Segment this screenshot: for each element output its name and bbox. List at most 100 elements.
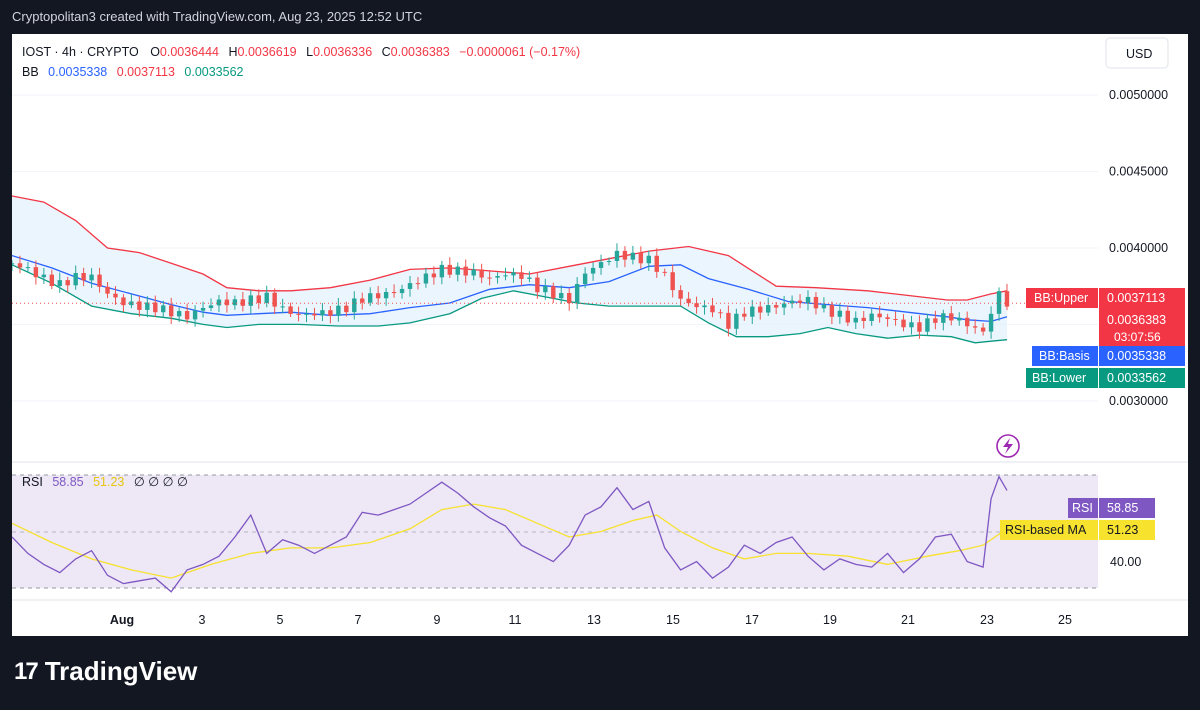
candle-body [137,301,142,310]
chart-panel: 0.0050000 0.0045000 0.0040000 0.0030000 IOS… [9,34,1188,636]
candle-body [184,311,190,320]
candle-body [559,293,564,299]
candle-body [702,305,707,308]
candle-body [646,255,651,264]
candle-body [161,305,166,313]
candle-body [781,303,787,308]
candle-body [957,317,962,321]
candle-body [264,292,269,303]
candle-body [495,276,500,278]
candle-body [750,306,755,317]
candle-body [622,250,628,260]
candle-body [567,293,572,304]
candle-body [726,312,731,329]
candle-body [606,261,612,263]
candle-body [797,300,803,303]
time-tick-label: 11 [509,613,522,627]
bb-legend[interactable]: BB 0.0035338 0.0037113 0.0033562 [22,65,244,79]
candle-body [431,273,437,278]
lightning-icon[interactable] [996,434,1020,458]
candle-body [917,322,922,332]
candle-body [232,299,238,306]
candle-body [97,274,102,287]
candle-body [742,313,747,317]
candle-body [176,311,182,317]
candle-body [877,313,882,318]
time-tick-label: 25 [1058,613,1072,627]
candle-body [535,277,540,293]
candle-body [81,273,86,281]
candle-body [694,303,699,308]
candle-body [471,269,476,276]
created-with-header: Cryptopolitan3 created with TradingView.… [12,9,423,24]
candle-body [885,317,890,320]
currency-button[interactable] [1105,37,1169,69]
time-tick-label: 13 [587,613,601,627]
candle-body [304,313,309,315]
candle-body [933,318,938,323]
candle-body [527,277,532,279]
candle-body [399,288,405,294]
candle-body [375,293,381,299]
price-axis[interactable]: 0.0050000 0.0045000 0.0040000 0.0030000 [1109,88,1168,408]
time-tick-label: 17 [745,613,759,627]
candlestick-series [9,243,1010,339]
time-tick-label: 19 [823,613,837,627]
price-tick-label: 0.0050000 [1109,88,1168,102]
price-chart-svg[interactable]: 0.0050000 0.0045000 0.0040000 0.0030000 IOS… [9,34,1188,636]
candle-body [447,264,452,275]
bb-basis-tag: BB:Basis 0.0035338 [1032,346,1185,366]
rsi-ma-tag-name: RSI-based MA [1005,523,1087,537]
rsi-line [11,475,1008,593]
candle-body [710,305,715,313]
bb-upper-tag-value: 0.0037113 [1107,291,1165,305]
last-price-tag: 0.0036383 03:07:56 [1099,308,1185,348]
candle-body [439,264,445,278]
candle-body [718,312,723,314]
candle-body [383,291,389,299]
candle-body [65,280,70,286]
candle-body [789,300,795,304]
time-axis[interactable]: Aug 3 5 7 9 11 13 15 17 19 21 23 25 [110,613,1072,627]
price-tick-label: 0.0045000 [1109,165,1168,179]
time-tick-label: 21 [901,613,915,627]
candle-body [734,313,739,329]
bb-basis-line [11,254,1008,323]
candle-body [25,267,31,269]
candle-body [113,293,118,298]
candle-body [344,305,349,313]
countdown-timer: 03:07:56 [1114,330,1161,344]
candle-body [328,310,333,316]
candle-body [240,299,246,306]
candle-body [662,271,667,273]
candle-body [821,304,827,309]
candle-body [336,305,341,316]
candle-body [638,252,644,264]
rsi-legend[interactable]: RSI 58.85 51.23 ∅ ∅ ∅ ∅ [22,475,188,489]
candle-body [590,267,596,274]
candle-body [73,273,78,286]
grid-lines [12,94,1098,402]
candle-body [423,273,429,284]
candle-body [129,301,134,306]
candle-body [288,306,293,314]
candle-body [256,295,261,303]
time-tick-label: 7 [355,613,362,627]
candle-body [837,310,843,317]
symbol-legend[interactable]: IOST · 4h · CRYPTO O0.0036444 H0.0036619… [22,45,580,59]
bb-basis-tag-value: 0.0035338 [1107,349,1166,363]
candle-body [845,310,850,323]
candle-body [208,305,214,308]
candle-body [598,262,604,268]
candle-body [41,274,47,278]
candle-body [200,307,206,311]
currency-label[interactable]: USD [1126,47,1152,61]
candle-body [415,283,421,285]
bb-upper-tag: BB:Upper 0.0037113 [1026,288,1185,308]
candle-body [17,263,23,268]
candle-body [853,317,858,323]
bb-upper-line [11,195,1008,301]
time-tick-label: 23 [980,613,994,627]
candle-body [678,290,683,299]
candle-body [893,319,898,321]
